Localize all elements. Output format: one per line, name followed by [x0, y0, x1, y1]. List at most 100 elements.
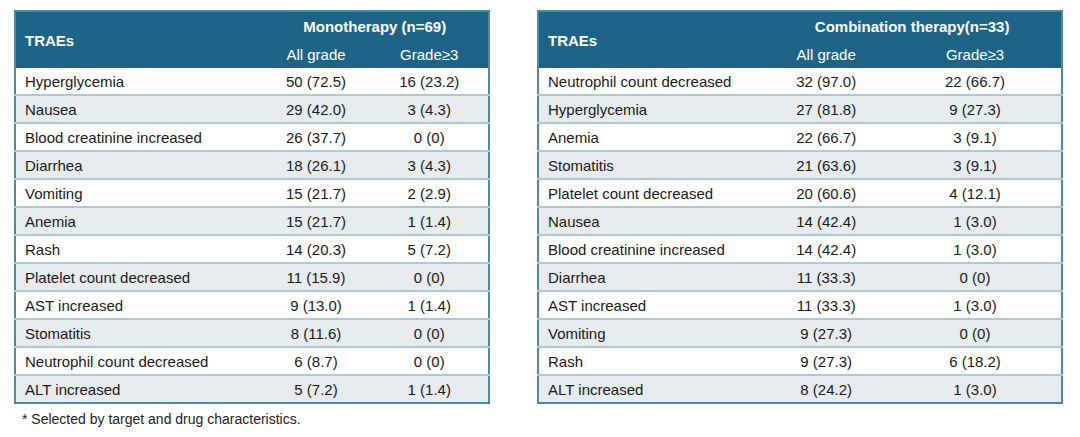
figure-canvas: TRAEs Monotherapy (n=69) All grade Grade…	[0, 0, 1080, 437]
grade3-column-header: Grade≥3	[889, 40, 1062, 68]
table-row: Diarrhea18 (26.1)3 (4.3)	[15, 151, 489, 179]
all-grade-cell: 22 (66.7)	[763, 123, 889, 151]
combination-table-head: TRAEs Combination therapy(n=33) All grad…	[538, 11, 1062, 68]
table-row: ALT increased5 (7.2)1 (1.4)	[15, 375, 489, 403]
trae-name-cell: Neutrophil count decreased	[15, 347, 261, 375]
table-row: Vomiting15 (21.7)2 (2.9)	[15, 179, 489, 207]
grade3-cell: 2 (2.9)	[370, 179, 489, 207]
table-row: Neutrophil count decreased6 (8.7)0 (0)	[15, 347, 489, 375]
grade3-cell: 6 (18.2)	[889, 347, 1062, 375]
grade3-cell: 1 (1.4)	[370, 375, 489, 403]
trae-name-cell: Hyperglycemia	[15, 68, 261, 95]
trae-name-cell: Diarrhea	[538, 263, 763, 291]
table-row: Hyperglycemia27 (81.8)9 (27.3)	[538, 95, 1062, 123]
grade3-cell: 3 (4.3)	[370, 95, 489, 123]
grade3-cell: 0 (0)	[889, 263, 1062, 291]
trae-name-cell: Diarrhea	[15, 151, 261, 179]
trae-name-cell: Anemia	[538, 123, 763, 151]
trae-name-cell: Vomiting	[15, 179, 261, 207]
trae-name-cell: Blood creatinine increased	[15, 123, 261, 151]
combination-table: TRAEs Combination therapy(n=33) All grad…	[537, 10, 1063, 404]
all-grade-cell: 5 (7.2)	[261, 375, 370, 403]
grade3-cell: 5 (7.2)	[370, 235, 489, 263]
table-row: Blood creatinine increased26 (37.7)0 (0)	[15, 123, 489, 151]
all-grade-column-header: All grade	[763, 40, 889, 68]
all-grade-cell: 18 (26.1)	[261, 151, 370, 179]
grade3-cell: 0 (0)	[370, 263, 489, 291]
trae-name-cell: Blood creatinine increased	[538, 235, 763, 263]
grade3-cell: 1 (3.0)	[889, 375, 1062, 403]
trae-name-cell: Vomiting	[538, 319, 763, 347]
grade3-cell: 3 (9.1)	[889, 151, 1062, 179]
grade3-cell: 3 (9.1)	[889, 123, 1062, 151]
footnote: * Selected by target and drug characteri…	[22, 411, 301, 427]
trae-name-cell: Platelet count decreased	[15, 263, 261, 291]
all-grade-cell: 11 (33.3)	[763, 263, 889, 291]
all-grade-cell: 14 (42.4)	[763, 207, 889, 235]
all-grade-cell: 11 (15.9)	[261, 263, 370, 291]
table-row: AST increased9 (13.0)1 (1.4)	[15, 291, 489, 319]
trae-name-cell: AST increased	[15, 291, 261, 319]
all-grade-cell: 11 (33.3)	[763, 291, 889, 319]
all-grade-column-header: All grade	[261, 40, 370, 68]
table-row: AST increased11 (33.3)1 (3.0)	[538, 291, 1062, 319]
table-row: Diarrhea11 (33.3)0 (0)	[538, 263, 1062, 291]
monotherapy-table: TRAEs Monotherapy (n=69) All grade Grade…	[14, 10, 490, 404]
grade3-cell: 0 (0)	[370, 347, 489, 375]
trae-name-cell: AST increased	[538, 291, 763, 319]
table-row: Hyperglycemia50 (72.5)16 (23.2)	[15, 68, 489, 95]
all-grade-cell: 15 (21.7)	[261, 207, 370, 235]
trae-name-cell: Platelet count decreased	[538, 179, 763, 207]
all-grade-cell: 14 (20.3)	[261, 235, 370, 263]
trae-name-cell: Nausea	[15, 95, 261, 123]
all-grade-cell: 27 (81.8)	[763, 95, 889, 123]
grade3-cell: 1 (3.0)	[889, 291, 1062, 319]
grade3-cell: 0 (0)	[370, 319, 489, 347]
table-row: Anemia22 (66.7)3 (9.1)	[538, 123, 1062, 151]
all-grade-cell: 50 (72.5)	[261, 68, 370, 95]
trae-name-cell: ALT increased	[538, 375, 763, 403]
table-row: Anemia15 (21.7)1 (1.4)	[15, 207, 489, 235]
all-grade-cell: 15 (21.7)	[261, 179, 370, 207]
all-grade-cell: 9 (13.0)	[261, 291, 370, 319]
grade3-column-header: Grade≥3	[370, 40, 489, 68]
table-row: ALT increased8 (24.2)1 (3.0)	[538, 375, 1062, 403]
trae-name-cell: Rash	[538, 347, 763, 375]
traes-column-header: TRAEs	[538, 11, 763, 68]
grade3-cell: 0 (0)	[889, 319, 1062, 347]
grade3-cell: 22 (66.7)	[889, 68, 1062, 95]
all-grade-cell: 32 (97.0)	[763, 68, 889, 95]
monotherapy-table-head: TRAEs Monotherapy (n=69) All grade Grade…	[15, 11, 489, 68]
trae-name-cell: Hyperglycemia	[538, 95, 763, 123]
table-row: Blood creatinine increased14 (42.4)1 (3.…	[538, 235, 1062, 263]
grade3-cell: 1 (1.4)	[370, 207, 489, 235]
grade3-cell: 1 (3.0)	[889, 235, 1062, 263]
grade3-cell: 1 (3.0)	[889, 207, 1062, 235]
all-grade-cell: 8 (11.6)	[261, 319, 370, 347]
trae-name-cell: ALT increased	[15, 375, 261, 403]
table-row: Neutrophil count decreased32 (97.0)22 (6…	[538, 68, 1062, 95]
all-grade-cell: 8 (24.2)	[763, 375, 889, 403]
all-grade-cell: 26 (37.7)	[261, 123, 370, 151]
header-row-group: TRAEs Combination therapy(n=33)	[538, 11, 1062, 40]
trae-name-cell: Neutrophil count decreased	[538, 68, 763, 95]
monotherapy-table-body: Hyperglycemia50 (72.5)16 (23.2)Nausea29 …	[15, 68, 489, 403]
table-row: Nausea29 (42.0)3 (4.3)	[15, 95, 489, 123]
combination-table-body: Neutrophil count decreased32 (97.0)22 (6…	[538, 68, 1062, 403]
all-grade-cell: 20 (60.6)	[763, 179, 889, 207]
grade3-cell: 3 (4.3)	[370, 151, 489, 179]
all-grade-cell: 21 (63.6)	[763, 151, 889, 179]
trae-name-cell: Stomatitis	[538, 151, 763, 179]
table-row: Platelet count decreased11 (15.9)0 (0)	[15, 263, 489, 291]
monotherapy-table-wrap: TRAEs Monotherapy (n=69) All grade Grade…	[14, 10, 490, 404]
table-row: Rash14 (20.3)5 (7.2)	[15, 235, 489, 263]
therapy-group-header: Monotherapy (n=69)	[261, 11, 489, 40]
grade3-cell: 0 (0)	[370, 123, 489, 151]
combination-table-wrap: TRAEs Combination therapy(n=33) All grad…	[537, 10, 1063, 404]
trae-name-cell: Anemia	[15, 207, 261, 235]
trae-name-cell: Stomatitis	[15, 319, 261, 347]
table-row: Nausea14 (42.4)1 (3.0)	[538, 207, 1062, 235]
all-grade-cell: 29 (42.0)	[261, 95, 370, 123]
table-row: Stomatitis8 (11.6)0 (0)	[15, 319, 489, 347]
trae-name-cell: Rash	[15, 235, 261, 263]
